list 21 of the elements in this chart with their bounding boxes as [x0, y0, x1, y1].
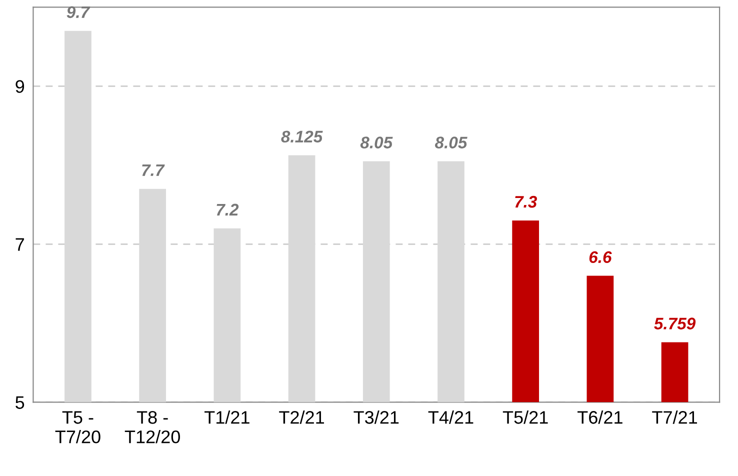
x-tick-label: T3/21: [354, 410, 399, 424]
data-label: 6.6: [589, 251, 612, 264]
data-label: 5.759: [654, 318, 696, 330]
y-tick-label: 9: [16, 80, 24, 93]
y-tick-label: 7: [16, 238, 24, 251]
data-label: 9.7: [66, 6, 90, 18]
x-tick-label: T6/21: [578, 410, 622, 424]
x-tick-label: T7/21: [652, 410, 697, 424]
x-tick-label: T2/21: [279, 410, 324, 424]
data-label: 8.125: [281, 130, 323, 143]
x-tick-label: T4/21: [428, 410, 474, 424]
data-label: 8.05: [434, 136, 468, 148]
y-tick-label: 5: [16, 396, 24, 409]
x-tick-label: T8 - T12/20: [124, 411, 180, 444]
x-tick-label: T5 - T7/20: [55, 411, 100, 444]
x-tick-label: T1/21: [204, 410, 250, 424]
data-label: 7.2: [216, 204, 239, 216]
data-label: 7.7: [142, 164, 165, 176]
data-label: 7.3: [515, 196, 537, 208]
x-tick-label: T5/21: [502, 410, 548, 424]
data-label: 8.05: [360, 136, 393, 148]
